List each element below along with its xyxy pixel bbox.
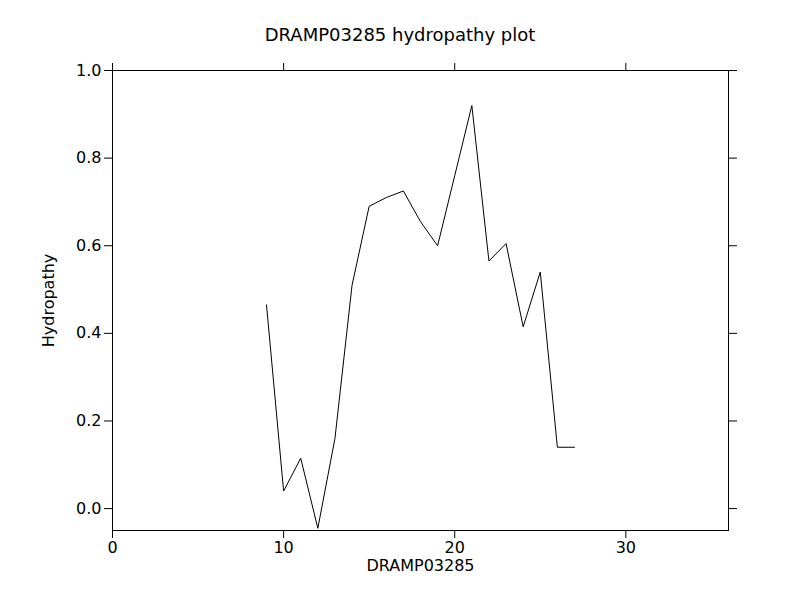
svg-text:0.0: 0.0 (76, 499, 101, 518)
svg-text:0: 0 (107, 538, 117, 557)
svg-text:10: 10 (273, 538, 293, 557)
svg-text:0.6: 0.6 (76, 236, 101, 255)
svg-text:30: 30 (616, 538, 636, 557)
svg-text:DRAMP03285: DRAMP03285 (366, 556, 474, 575)
html-text:DRAMP03285 hydropathy plot: DRAMP03285 hydropathy plot (264, 24, 536, 45)
svg-text:1.0: 1.0 (76, 61, 101, 80)
svg-text:20: 20 (445, 538, 465, 557)
svg-text:0.4: 0.4 (76, 323, 101, 342)
svg-text:Hydropathy: Hydropathy (39, 254, 58, 348)
svg-text:0.2: 0.2 (76, 411, 101, 430)
svg-text:0.8: 0.8 (76, 148, 101, 167)
